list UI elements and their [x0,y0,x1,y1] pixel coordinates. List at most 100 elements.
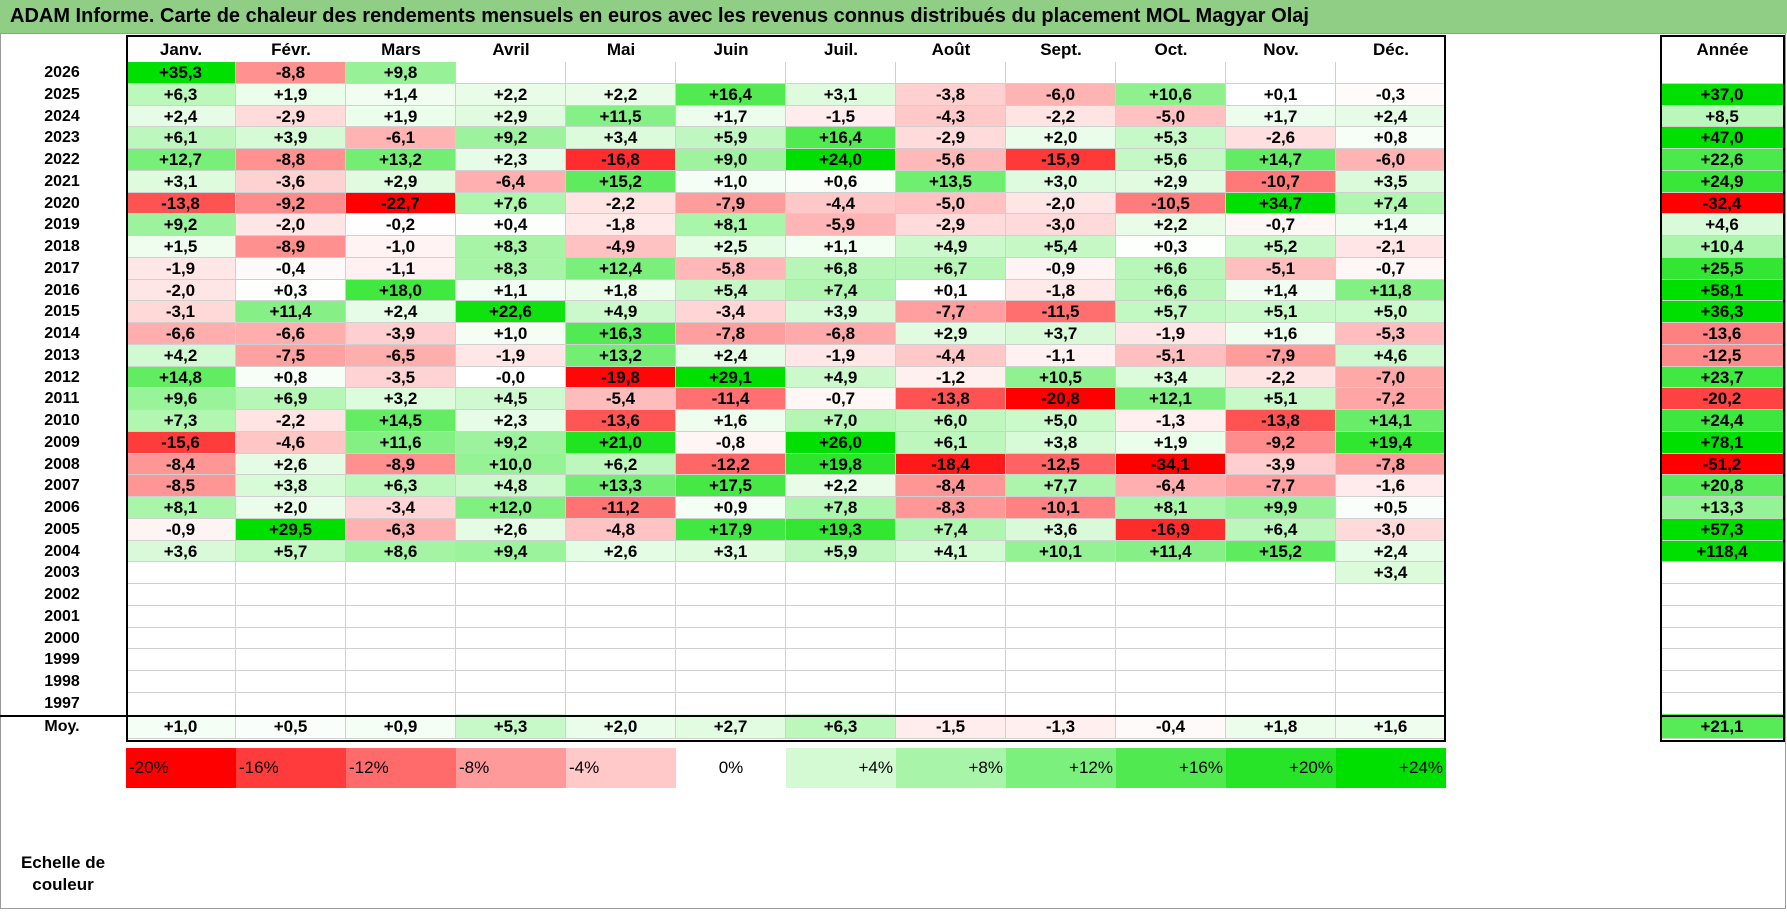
heatmap-cell: +7,4 [896,518,1006,541]
average-cell: -0,4 [1116,714,1226,739]
heatmap-cell [1116,584,1226,606]
heatmap-cell [1336,62,1446,84]
annual-cell: +24,9 [1660,170,1785,193]
heatmap-cell: -4,8 [566,518,676,541]
heatmap-cell: -0,4 [236,257,346,280]
heatmap-cell [236,692,346,715]
heatmap-cell: +7,4 [1336,192,1446,215]
month-header: Oct. [1154,40,1188,59]
annual-cell [1660,605,1785,628]
heatmap-cell: +21,0 [566,431,676,454]
heatmap-cell [896,671,1006,693]
heatmap-cell: -10,7 [1226,170,1336,193]
year-label: 2019 [44,216,80,234]
heatmap-cell: +35,3 [126,62,236,84]
month-header: Août [931,40,971,59]
heatmap-cell: +4,2 [126,344,236,367]
month-header: Janv. [159,40,203,59]
heatmap-cell: +8,3 [456,257,566,280]
heatmap-cell [1226,649,1336,671]
heatmap-cell [896,62,1006,84]
year-label: 2016 [44,281,80,299]
heatmap-cell [1116,649,1226,671]
heatmap-cell: +7,0 [786,410,896,432]
heatmap-cell: +18,0 [346,279,456,302]
year-label: 2010 [44,412,80,429]
heatmap-cell: +1,0 [676,170,786,193]
heatmap-cell: +2,9 [1116,170,1226,193]
heatmap-cell [566,584,676,606]
heatmap-cell: +3,1 [786,83,896,106]
heatmap-cell: +0,6 [786,170,896,193]
heatmap-cell: -7,8 [1336,453,1446,476]
heatmap-cell: -1,5 [786,105,896,128]
annual-cell: +22,6 [1660,149,1785,171]
heatmap-cell: -22,7 [346,192,456,215]
heatmap-cell [676,62,786,84]
color-scale-swatch: +24% [1336,748,1446,788]
heatmap-cell [786,562,896,584]
heatmap-cell: +2,6 [456,518,566,541]
heatmap-cell: +6,4 [1226,518,1336,541]
heatmap-cell: +3,0 [1006,170,1116,193]
heatmap-cell: +16,4 [676,83,786,106]
heatmap-cell [1006,584,1116,606]
heatmap-cell: -6,0 [1336,149,1446,171]
color-scale-label: Echelle de couleur [20,853,106,894]
heatmap-cell: -6,6 [126,323,236,345]
heatmap-cell: +6,7 [896,257,1006,280]
annual-cell: +4,6 [1660,214,1785,236]
heatmap-cell [786,649,896,671]
chart-title: ADAM Informe. Carte de chaleur des rende… [0,0,1787,33]
heatmap-cell [566,671,676,693]
heatmap-cell: +5,0 [1336,301,1446,323]
heatmap-cell: -3,4 [346,497,456,519]
heatmap-cell: +2,3 [456,410,566,432]
heatmap-cell: -5,4 [566,388,676,410]
heatmap-cell: +1,1 [456,279,566,302]
heatmap-cell [1006,562,1116,584]
heatmap-cell: -7,8 [676,323,786,345]
heatmap-cell: +4,9 [566,301,676,323]
heatmap-cell: +17,5 [676,475,786,497]
heatmap-cell: -2,0 [1006,192,1116,215]
heatmap-cell [1226,627,1336,650]
heatmap-cell: -6,6 [236,323,346,345]
heatmap-cell: +29,1 [676,366,786,389]
heatmap-cell: -2,1 [1336,236,1446,258]
heatmap-cell: -5,0 [896,192,1006,215]
heatmap-cell [1006,649,1116,671]
year-label: 2011 [44,390,80,408]
heatmap-cell: -7,7 [896,301,1006,323]
heatmap-cell: -16,8 [566,149,676,171]
heatmap-cell [346,605,456,628]
color-scale-swatch: -16% [236,748,346,788]
annual-cell: +23,7 [1660,366,1785,389]
heatmap-cell: -4,4 [896,344,1006,367]
color-scale-swatch: +12% [1006,748,1116,788]
color-scale-swatch: +8% [896,748,1006,788]
year-label: 2012 [44,368,80,386]
month-header: Nov. [1263,40,1299,59]
heatmap-cell [456,584,566,606]
heatmap-cell [346,584,456,606]
year-label: 1999 [44,651,80,669]
year-label: 2009 [44,433,80,451]
heatmap-cell: -2,6 [1226,127,1336,149]
heatmap-cell [566,692,676,715]
heatmap-cell: +2,2 [566,83,676,106]
heatmap-cell: -3,5 [346,366,456,389]
annual-cell: -13,6 [1660,323,1785,345]
heatmap-cell: +2,2 [786,475,896,497]
annual-cell: +78,1 [1660,431,1785,454]
heatmap-cell: -8,3 [896,497,1006,519]
annual-cell [1660,62,1785,84]
year-label: 2017 [44,259,80,277]
month-header: Avril [492,40,530,59]
heatmap-cell: -8,8 [236,62,346,84]
year-label: 2000 [44,629,80,647]
heatmap-cell: +8,1 [126,497,236,519]
color-scale-swatch: 0% [676,748,786,788]
heatmap-cell: -1,1 [346,257,456,280]
heatmap-cell [566,627,676,650]
